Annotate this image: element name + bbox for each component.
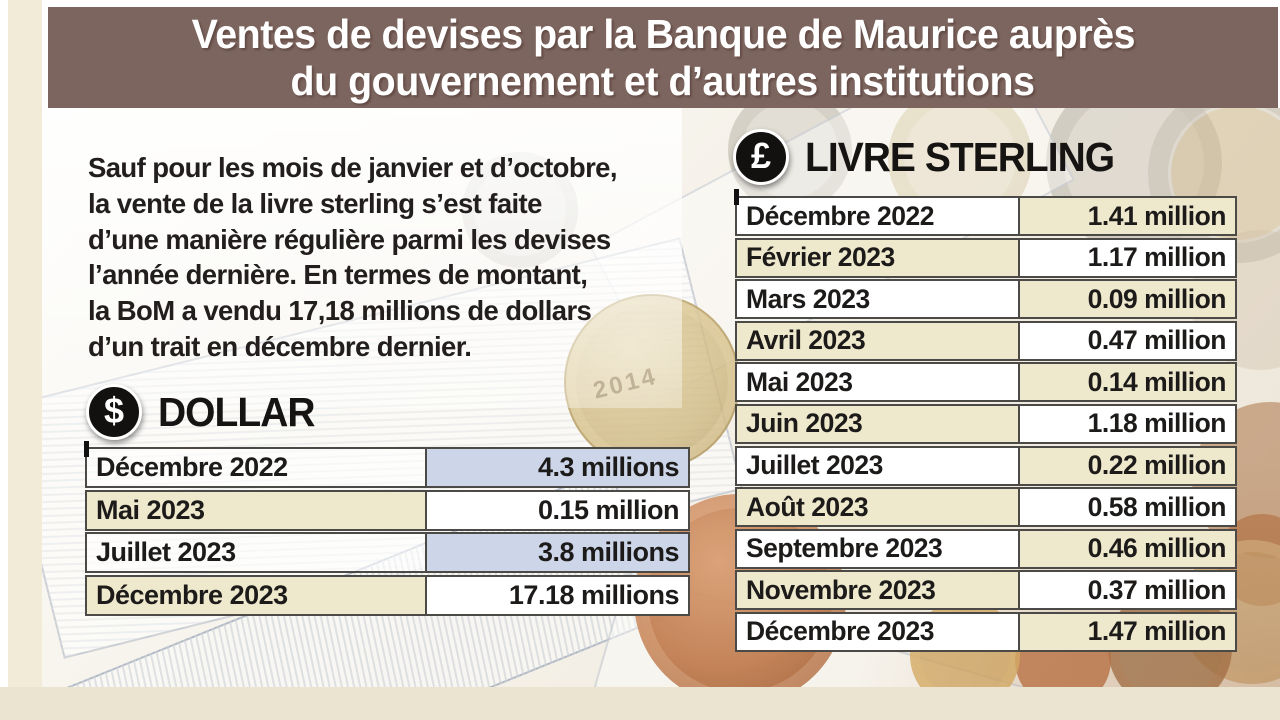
- dollar-icon: $: [86, 384, 142, 440]
- dollar-table: Décembre 2022 4.3 millions Mai 2023 0.15 mi…: [85, 447, 690, 617]
- dollar-section-title: DOLLAR: [158, 388, 316, 435]
- month-cell: Novembre 2023: [737, 572, 1020, 609]
- title-line-1: Ventes de devises par la Banque de Mauri…: [191, 10, 1135, 57]
- value-cell: 1.18 million: [1020, 405, 1235, 442]
- sterling-table: Décembre 2022 1.41 million Février 2023 1.1…: [735, 196, 1237, 654]
- photo-fade-overlay: [42, 108, 682, 408]
- table-row: Août 2023 0.58 million: [735, 487, 1237, 528]
- value-cell: 4.3 millions: [427, 449, 688, 486]
- dollar-section-header: $ DOLLAR: [86, 384, 323, 440]
- month-cell: Juillet 2023: [87, 534, 427, 571]
- sterling-section-header: £ LIVRE STERLING: [733, 129, 1130, 185]
- value-cell: 0.14 million: [1020, 364, 1235, 401]
- month-cell: Décembre 2023: [87, 576, 427, 614]
- table-row: Décembre 2023 1.47 million: [735, 611, 1237, 652]
- table-row: Septembre 2023 0.46 million: [735, 528, 1237, 569]
- month-cell: Décembre 2022: [737, 198, 1020, 234]
- month-cell: Mai 2023: [87, 491, 427, 529]
- month-cell: Août 2023: [737, 489, 1020, 526]
- value-cell: 0.47 million: [1020, 322, 1235, 359]
- value-cell: 0.46 million: [1020, 530, 1235, 567]
- table-row: Décembre 2022 1.41 million: [735, 196, 1237, 236]
- month-cell: Avril 2023: [737, 322, 1020, 359]
- value-cell: 0.15 million: [427, 491, 688, 529]
- intro-line: d’une manière régulière parmi les devise…: [88, 223, 611, 255]
- bottom-margin-strip: [0, 687, 1280, 720]
- month-cell: Décembre 2023: [737, 613, 1020, 650]
- intro-line: la vente de la livre sterling s’est fait…: [88, 187, 542, 219]
- pound-icon: £: [733, 129, 789, 185]
- table-row: Novembre 2023 0.37 million: [735, 570, 1237, 611]
- month-cell: Juillet 2023: [737, 447, 1020, 484]
- sterling-section-title: LIVRE STERLING: [805, 133, 1115, 180]
- value-cell: 1.47 million: [1020, 613, 1235, 650]
- table-corner-mark: [84, 441, 89, 457]
- table-row: Décembre 2022 4.3 millions: [85, 447, 690, 488]
- intro-line: la BoM a vendu 17,18 millions de dollars: [88, 295, 592, 327]
- intro-line: l’année dernière. En termes de montant,: [88, 259, 588, 291]
- table-row: Juin 2023 1.18 million: [735, 403, 1237, 444]
- value-cell: 0.22 million: [1020, 447, 1235, 484]
- table-row: Avril 2023 0.47 million: [735, 320, 1237, 361]
- title-line-2: du gouvernement et d’autres institutions: [290, 57, 1035, 104]
- table-row: Février 2023 1.17 million: [735, 237, 1237, 278]
- value-cell: 0.09 million: [1020, 281, 1235, 318]
- value-cell: 0.37 million: [1020, 572, 1235, 609]
- month-cell: Février 2023: [737, 239, 1020, 276]
- month-cell: Septembre 2023: [737, 530, 1020, 567]
- table-row: Mai 2023 0.14 million: [735, 362, 1237, 403]
- table-row: Juillet 2023 0.22 million: [735, 445, 1237, 486]
- table-row: Mai 2023 0.15 million: [85, 489, 690, 531]
- month-cell: Mars 2023: [737, 281, 1020, 318]
- value-cell: 1.17 million: [1020, 239, 1235, 276]
- table-corner-mark: [734, 189, 739, 205]
- intro-paragraph: Sauf pour les mois de janvier et d’octob…: [88, 150, 618, 365]
- month-cell: Décembre 2022: [87, 449, 427, 486]
- intro-line: d’un trait en décembre dernier.: [88, 330, 472, 362]
- month-cell: Mai 2023: [737, 364, 1020, 401]
- left-margin-strip: [8, 0, 42, 687]
- value-cell: 3.8 millions: [427, 534, 688, 571]
- table-row: Juillet 2023 3.8 millions: [85, 532, 690, 573]
- month-cell: Juin 2023: [737, 405, 1020, 442]
- value-cell: 0.58 million: [1020, 489, 1235, 526]
- table-row: Décembre 2023 17.18 millions: [85, 574, 690, 616]
- value-cell: 17.18 millions: [427, 576, 688, 614]
- intro-line: Sauf pour les mois de janvier et d’octob…: [88, 152, 618, 183]
- table-row: Mars 2023 0.09 million: [735, 279, 1237, 320]
- title-banner: Ventes de devises par la Banque de Mauri…: [48, 7, 1278, 108]
- value-cell: 1.41 million: [1020, 198, 1235, 234]
